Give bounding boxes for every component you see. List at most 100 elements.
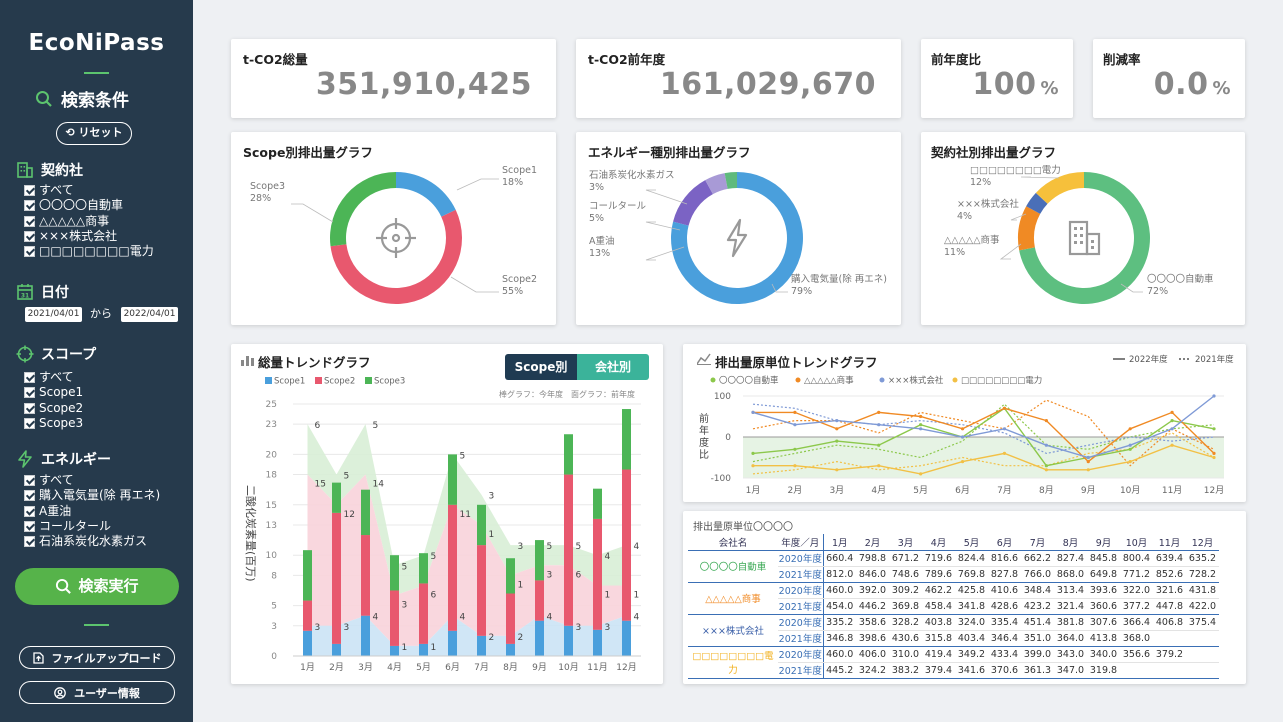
date-to-input[interactable]: 2022/04/01 bbox=[121, 307, 178, 322]
checkbox[interactable] bbox=[24, 536, 35, 548]
line-point bbox=[835, 419, 839, 423]
checkbox-item[interactable]: □□□□□□□□電力 bbox=[24, 244, 154, 259]
checkbox-item[interactable]: A重油 bbox=[24, 504, 160, 519]
building-icon bbox=[17, 162, 33, 178]
value-cell: 649.8 bbox=[1087, 566, 1120, 583]
y-axis-label-char: 比 bbox=[699, 449, 709, 461]
user-info-button[interactable]: ユーザー情報 bbox=[19, 681, 175, 704]
checkbox-item[interactable]: コールタール bbox=[24, 519, 160, 534]
value-cell: 845.8 bbox=[1087, 550, 1120, 567]
scope-donut-card: Scope別排出量グラフ Scope1 18% Scope2 55% Scope3 2… bbox=[231, 132, 556, 325]
legend-marker bbox=[710, 377, 716, 383]
checkbox[interactable] bbox=[24, 475, 35, 487]
value-cell bbox=[1153, 630, 1186, 647]
kpi-prev-card: t-CO2前年度 161,029,670 bbox=[576, 39, 901, 118]
leader-line bbox=[291, 203, 334, 223]
toggle-company[interactable]: 会社別 bbox=[577, 354, 649, 380]
value-cell: 369.8 bbox=[889, 598, 922, 615]
table-row: 2021年度 454.0 446.2 369.8 458.4 341.8 428.6 423.… bbox=[688, 598, 1219, 615]
value-cell: 383.2 bbox=[889, 662, 922, 679]
line-point bbox=[835, 439, 839, 443]
data-label: 2 bbox=[518, 633, 524, 643]
y-tick-label: 8 bbox=[271, 571, 277, 581]
x-tick-label: 6月 bbox=[955, 485, 970, 496]
checkbox-item[interactable]: 石油系炭化水素ガス bbox=[24, 534, 160, 549]
checkbox[interactable] bbox=[24, 505, 35, 517]
table-row: △△△△△商事 2020年度 460.0 392.0 309.2 462.2 425.8 41… bbox=[688, 582, 1219, 615]
slice-label: コールタール 5% bbox=[589, 201, 647, 224]
bar-scope3 bbox=[535, 540, 544, 581]
card-title: 総量トレンドグラフ bbox=[258, 355, 371, 370]
line-point bbox=[877, 410, 881, 414]
area-prev-scope2 bbox=[307, 474, 627, 646]
checkbox[interactable] bbox=[24, 185, 35, 197]
value-cell: 422.0 bbox=[1186, 598, 1219, 615]
value-cell: 340.0 bbox=[1087, 646, 1120, 663]
data-label: 11 bbox=[460, 510, 471, 520]
checkbox[interactable] bbox=[24, 231, 35, 243]
donut-slice bbox=[330, 209, 462, 304]
data-label: 4 bbox=[605, 552, 611, 562]
toggle-scope[interactable]: Scope別 bbox=[505, 354, 577, 380]
checkbox[interactable] bbox=[24, 372, 35, 384]
line-point bbox=[1044, 419, 1048, 423]
x-tick-label: 7月 bbox=[474, 662, 489, 673]
table-header: 8月 bbox=[1054, 534, 1087, 551]
year-cell: 2021年度 bbox=[778, 566, 824, 583]
search-execute-button[interactable]: 検索実行 bbox=[15, 568, 179, 605]
file-upload-button[interactable]: ファイルアップロード bbox=[19, 646, 175, 669]
line-point bbox=[1212, 394, 1216, 398]
checkbox-item[interactable]: すべて bbox=[24, 183, 154, 198]
year-cell: 2021年度 bbox=[778, 598, 824, 615]
checkbox-item[interactable]: すべて bbox=[24, 473, 160, 488]
reset-button[interactable]: ⟲ リセット bbox=[56, 122, 132, 145]
value-cell: 399.0 bbox=[1021, 646, 1054, 663]
leader-line bbox=[771, 283, 788, 293]
data-label: 1 bbox=[402, 643, 408, 653]
checkbox-item[interactable]: 購入電気量(除 再エネ) bbox=[24, 488, 160, 503]
data-label: 15 bbox=[315, 480, 326, 490]
checkbox[interactable] bbox=[24, 490, 35, 502]
x-tick-label: 8月 bbox=[1039, 485, 1054, 496]
line-point bbox=[919, 414, 923, 419]
checkbox[interactable] bbox=[24, 521, 35, 533]
checkbox-item[interactable]: △△△△△商事 bbox=[24, 214, 154, 229]
checkbox[interactable] bbox=[24, 418, 35, 430]
energy-donut-card: エネルギー種別排出量グラフ 購入電気量(除 再エネ) 79% A重油 13% コール… bbox=[576, 132, 901, 325]
checkbox-item[interactable]: 〇〇〇〇自動車 bbox=[24, 198, 154, 213]
x-tick-label: 9月 bbox=[1081, 485, 1096, 496]
checkbox-item[interactable]: Scope3 bbox=[24, 416, 83, 431]
table-header: 11月 bbox=[1153, 534, 1186, 551]
checkbox-item[interactable]: Scope2 bbox=[24, 401, 83, 416]
checkbox-item[interactable]: Scope1 bbox=[24, 385, 83, 400]
data-label: 5 bbox=[460, 451, 466, 461]
value-cell: 319.8 bbox=[1087, 662, 1120, 679]
bar-scope2 bbox=[477, 545, 486, 636]
checkbox[interactable] bbox=[24, 402, 35, 414]
bar-chart-icon bbox=[241, 356, 254, 366]
bar-scope1 bbox=[390, 645, 399, 656]
checkbox[interactable] bbox=[24, 215, 35, 227]
contractor-section-title: 契約社 bbox=[16, 160, 83, 180]
checkbox[interactable] bbox=[24, 246, 35, 258]
x-tick-label: 5月 bbox=[913, 485, 928, 496]
checkbox-item[interactable]: ×××株式会社 bbox=[24, 229, 154, 244]
table-header: 10月 bbox=[1120, 534, 1153, 551]
checkbox-item[interactable]: すべて bbox=[24, 370, 83, 385]
bar-scope3 bbox=[419, 553, 428, 584]
checkbox[interactable] bbox=[24, 200, 35, 212]
x-tick-label: 10月 bbox=[558, 662, 578, 673]
bar-scope1 bbox=[332, 643, 341, 656]
date-from-input[interactable]: 2021/04/01 bbox=[25, 307, 82, 322]
data-label: 3 bbox=[576, 623, 582, 633]
x-tick-label: 1月 bbox=[746, 485, 761, 496]
bar-scope2 bbox=[332, 512, 341, 644]
table-row: 2021年度 812.0 846.0 748.6 789.6 769.8 827.8 766.… bbox=[688, 566, 1219, 583]
line-point bbox=[1002, 451, 1007, 455]
bar-scope3 bbox=[361, 489, 370, 536]
value-cell: 370.6 bbox=[988, 662, 1021, 679]
year-cell: 2020年度 bbox=[778, 614, 824, 631]
checkbox[interactable] bbox=[24, 387, 35, 399]
x-tick-label: 7月 bbox=[997, 485, 1012, 496]
value-cell: 433.4 bbox=[988, 646, 1021, 663]
